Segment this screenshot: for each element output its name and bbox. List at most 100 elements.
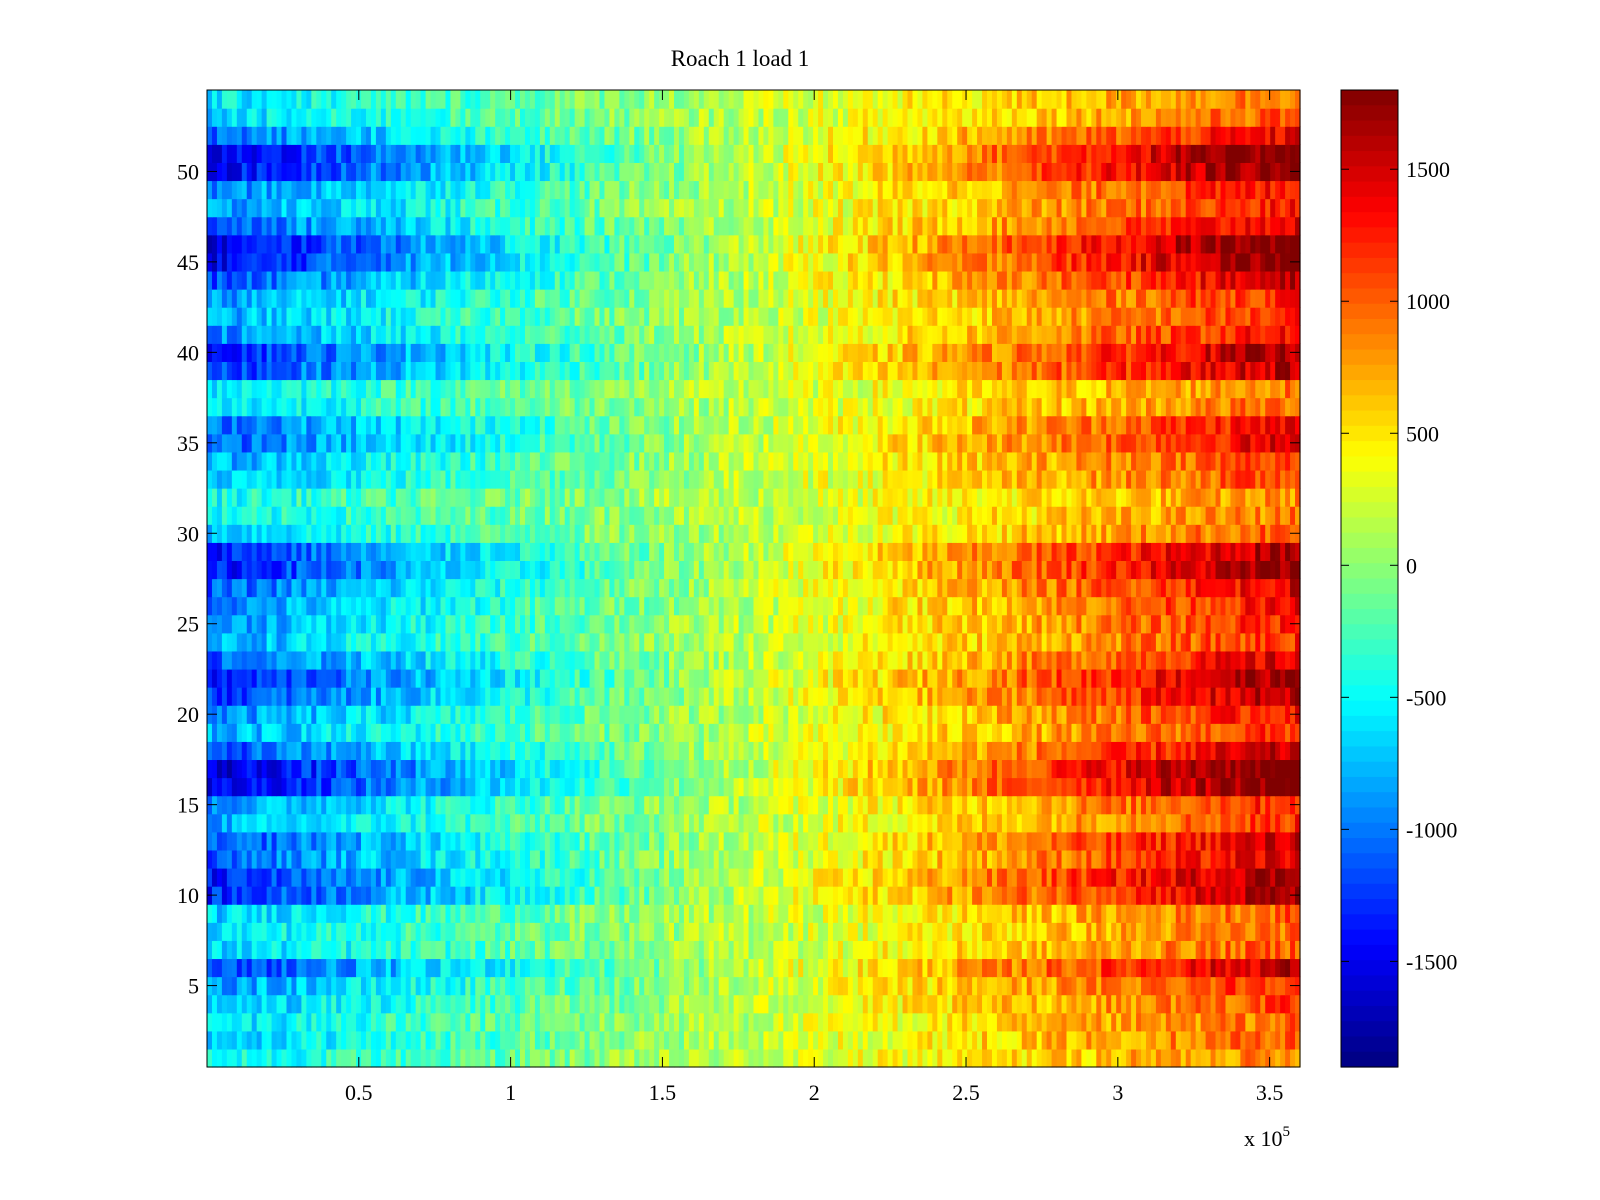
heat-cell <box>1150 1012 1157 1032</box>
heat-cell <box>380 813 387 833</box>
heat-cell <box>987 1012 993 1032</box>
heat-cell <box>385 668 392 688</box>
heat-cell <box>589 831 596 851</box>
heat-cell <box>1170 976 1177 996</box>
heat-cell <box>693 650 700 670</box>
heat-cell <box>490 1030 496 1050</box>
heat-cell <box>703 831 710 851</box>
heat-cell <box>559 741 566 761</box>
heat-cell <box>1101 741 1107 761</box>
heat-cell <box>475 650 481 670</box>
heat-cell <box>505 940 511 960</box>
heat-cell <box>837 795 844 815</box>
heat-cell <box>425 813 432 833</box>
heat-cell <box>251 1048 258 1068</box>
heat-cell <box>425 904 432 923</box>
heat-cell <box>370 886 377 905</box>
heat-cell <box>773 849 779 869</box>
heat-cell <box>942 849 948 869</box>
heat-cell <box>231 668 238 688</box>
heat-cell <box>892 940 899 960</box>
heat-cell <box>818 904 824 923</box>
heat-cell <box>1180 759 1187 779</box>
heat-cell <box>216 777 223 797</box>
heat-cell <box>549 650 556 670</box>
heat-cell <box>897 886 904 905</box>
heat-cell <box>1126 813 1132 833</box>
heat-cell <box>738 777 745 797</box>
heat-cell <box>609 1030 615 1050</box>
heat-cell <box>748 831 755 851</box>
heat-cell <box>380 687 387 706</box>
heat-cell <box>241 867 248 887</box>
heat-cell <box>311 958 317 978</box>
heat-cell <box>793 668 799 688</box>
heat-cell <box>1081 1048 1087 1068</box>
heat-cell <box>430 668 437 688</box>
heat-cell <box>435 813 442 833</box>
heat-cell <box>808 687 814 706</box>
heat-cell <box>991 687 998 706</box>
heat-cell <box>1081 741 1087 761</box>
heat-cell <box>708 922 715 941</box>
heat-cell <box>306 723 312 742</box>
heat-cell <box>425 668 432 688</box>
heat-cell <box>450 849 457 869</box>
heat-cell <box>788 849 794 869</box>
heat-cell <box>952 650 958 670</box>
heat-cell <box>365 687 372 706</box>
heat-cell <box>778 940 784 960</box>
heat-cell <box>619 650 625 670</box>
heat-cell <box>683 958 690 978</box>
heat-cell <box>465 886 471 905</box>
heat-cell <box>1260 867 1266 887</box>
heat-cell <box>549 813 556 833</box>
heat-cell <box>828 705 834 724</box>
heat-cell <box>1270 976 1276 996</box>
heat-cell <box>1270 849 1276 869</box>
heat-cell <box>1036 1012 1043 1032</box>
heat-cell <box>1016 1030 1023 1050</box>
heat-cell <box>634 958 640 978</box>
heat-cell <box>996 886 1003 905</box>
heat-cell <box>549 940 556 960</box>
heat-cell <box>276 687 283 706</box>
heat-cell <box>485 795 491 815</box>
heat-cell <box>1270 994 1276 1014</box>
heat-cell <box>1225 687 1232 706</box>
heat-cell <box>1215 795 1222 815</box>
heat-cell <box>311 687 317 706</box>
heat-cell <box>1195 813 1202 833</box>
heat-cell <box>1136 922 1142 941</box>
heat-cell <box>520 777 526 797</box>
heat-cell <box>475 1012 481 1032</box>
heat-cell <box>828 976 834 996</box>
heat-cell <box>649 904 655 923</box>
heat-cell <box>654 958 660 978</box>
heat-cell <box>708 976 715 996</box>
heat-cell <box>837 723 844 742</box>
heat-cell <box>1061 741 1068 761</box>
heat-cell <box>693 994 700 1014</box>
heat-cell <box>1041 886 1048 905</box>
heat-cell <box>882 1030 889 1050</box>
heat-cell <box>1185 687 1192 706</box>
heat-cell <box>1121 940 1127 960</box>
heat-cell <box>877 1030 884 1050</box>
heat-cell <box>515 1030 521 1050</box>
heat-cell <box>524 904 531 923</box>
heat-cell <box>832 668 839 688</box>
heat-cell <box>485 1030 491 1050</box>
heat-cell <box>529 922 536 941</box>
heat-cell <box>455 795 461 815</box>
heat-cell <box>987 958 993 978</box>
heat-cell <box>549 922 556 941</box>
heat-cell <box>539 958 546 978</box>
heat-cell <box>266 831 273 851</box>
heat-cell <box>1275 687 1281 706</box>
heat-cell <box>1260 723 1266 742</box>
heat-cell <box>1185 976 1192 996</box>
heat-cell <box>430 849 437 869</box>
heat-cell <box>907 940 914 960</box>
heat-cell <box>1265 741 1271 761</box>
